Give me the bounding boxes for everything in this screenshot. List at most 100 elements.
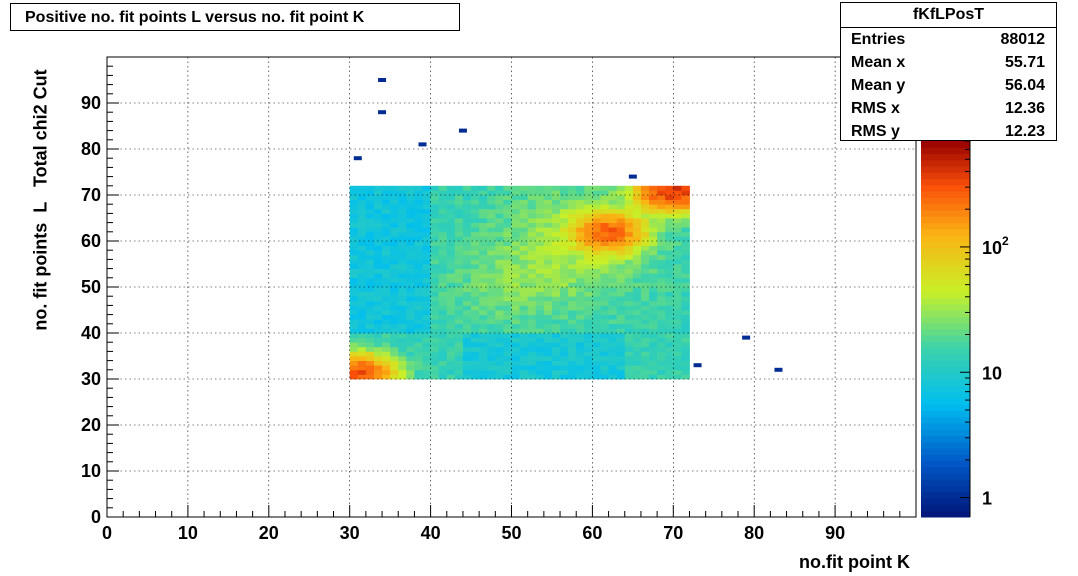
heatmap-cell xyxy=(543,360,553,366)
heatmap-cell xyxy=(479,227,488,233)
heatmap-cell xyxy=(527,328,537,334)
heatmap-cell xyxy=(503,287,512,292)
heatmap-cell xyxy=(584,310,593,315)
heatmap-cell xyxy=(600,208,609,214)
heatmap-cell xyxy=(632,277,642,283)
heatmap-cell xyxy=(665,245,674,251)
heatmap-cell xyxy=(503,328,512,334)
heatmap-cell xyxy=(414,333,423,338)
outlier-point xyxy=(378,78,387,82)
heatmap-cell xyxy=(681,250,690,256)
heatmap-cell xyxy=(584,241,593,246)
heatmap-cell xyxy=(535,241,545,246)
heatmap-cell xyxy=(608,241,618,246)
heatmap-cell xyxy=(511,236,520,242)
heatmap-cell xyxy=(551,314,561,320)
heatmap-cell xyxy=(535,356,545,361)
heatmap-cell xyxy=(365,342,375,348)
heatmap-cell xyxy=(543,333,553,338)
heatmap-cell xyxy=(503,245,512,251)
heatmap-cell xyxy=(479,342,488,348)
heatmap-cell xyxy=(519,305,529,311)
heatmap-cell xyxy=(543,356,553,361)
heatmap-cell xyxy=(568,337,577,343)
heatmap-cell xyxy=(462,356,472,361)
heatmap-cell xyxy=(600,227,609,233)
heatmap-cell xyxy=(576,337,585,343)
heatmap-cell xyxy=(519,333,529,338)
heatmap-cell xyxy=(454,277,464,283)
heatmap-cell xyxy=(632,231,642,237)
heatmap-cell xyxy=(632,254,642,260)
heatmap-cell xyxy=(503,231,512,237)
heatmap-cell xyxy=(600,360,609,366)
heatmap-cell xyxy=(576,360,585,366)
heatmap-cell xyxy=(551,264,561,269)
heatmap-cell xyxy=(357,337,367,343)
heatmap-cell xyxy=(487,305,496,311)
heatmap-cell xyxy=(649,204,658,210)
colorbar-segment xyxy=(921,391,970,399)
heatmap-cell xyxy=(454,213,464,219)
heatmap-cell xyxy=(543,296,553,302)
heatmap-cell xyxy=(608,208,618,214)
heatmap-cell xyxy=(422,273,431,279)
heatmap-cell xyxy=(438,236,448,242)
heatmap-cell xyxy=(535,245,545,251)
y-tick-label: 80 xyxy=(81,139,101,159)
heatmap-cell xyxy=(592,268,601,274)
y-tick-label: 60 xyxy=(81,231,101,251)
heatmap-cell xyxy=(535,222,545,228)
heatmap-cell xyxy=(632,360,642,366)
heatmap-cell xyxy=(616,195,626,200)
x-tick-label: 60 xyxy=(582,523,602,543)
heatmap-cell xyxy=(382,259,391,265)
heatmap-cell xyxy=(398,213,407,219)
heatmap-cell xyxy=(503,323,512,329)
heatmap-cell xyxy=(600,291,609,297)
heatmap-cell xyxy=(487,245,496,251)
heatmap-cell xyxy=(398,204,407,210)
heatmap-cell xyxy=(365,360,375,366)
heatmap-cell xyxy=(422,195,431,200)
heatmap-cell xyxy=(624,287,634,292)
heatmap-cell xyxy=(365,245,375,251)
heatmap-cell xyxy=(414,204,423,210)
heatmap-cell xyxy=(608,259,618,265)
heatmap-cell xyxy=(373,310,383,315)
heatmap-cell xyxy=(422,291,431,297)
x-tick-label: 20 xyxy=(259,523,279,543)
heatmap-cell xyxy=(665,199,674,205)
heatmap-cell xyxy=(422,351,431,357)
heatmap-cell xyxy=(471,250,480,256)
heatmap-cell xyxy=(657,351,666,357)
heatmap-cell xyxy=(543,268,553,274)
heatmap-cell xyxy=(657,218,666,223)
heatmap-cell xyxy=(511,222,520,228)
heatmap-cell xyxy=(592,254,601,260)
heatmap-cell xyxy=(503,291,512,297)
colorbar-segment xyxy=(921,178,970,186)
heatmap-cell xyxy=(560,199,569,205)
heatmap-cell xyxy=(519,208,529,214)
heatmap-cell xyxy=(511,190,520,196)
heatmap-cell xyxy=(349,314,359,320)
heatmap-cell xyxy=(390,351,399,357)
heatmap-cell xyxy=(649,314,658,320)
heatmap-cell xyxy=(487,273,496,279)
heatmap-cell xyxy=(608,333,618,338)
colorbar-segment xyxy=(921,260,970,267)
heatmap-cell xyxy=(471,185,480,191)
heatmap-cell xyxy=(479,245,488,251)
heatmap-cell xyxy=(535,337,545,343)
heatmap-cell xyxy=(519,277,529,283)
heatmap-cell xyxy=(576,300,585,306)
heatmap-cell xyxy=(616,360,626,366)
heatmap-cell xyxy=(632,259,642,265)
heatmap-cell xyxy=(543,185,553,191)
heatmap-cell xyxy=(616,231,626,237)
heatmap-cell xyxy=(576,213,585,219)
heatmap-cell xyxy=(649,185,658,191)
heatmap-cell xyxy=(357,323,367,329)
heatmap-cell xyxy=(616,268,626,274)
